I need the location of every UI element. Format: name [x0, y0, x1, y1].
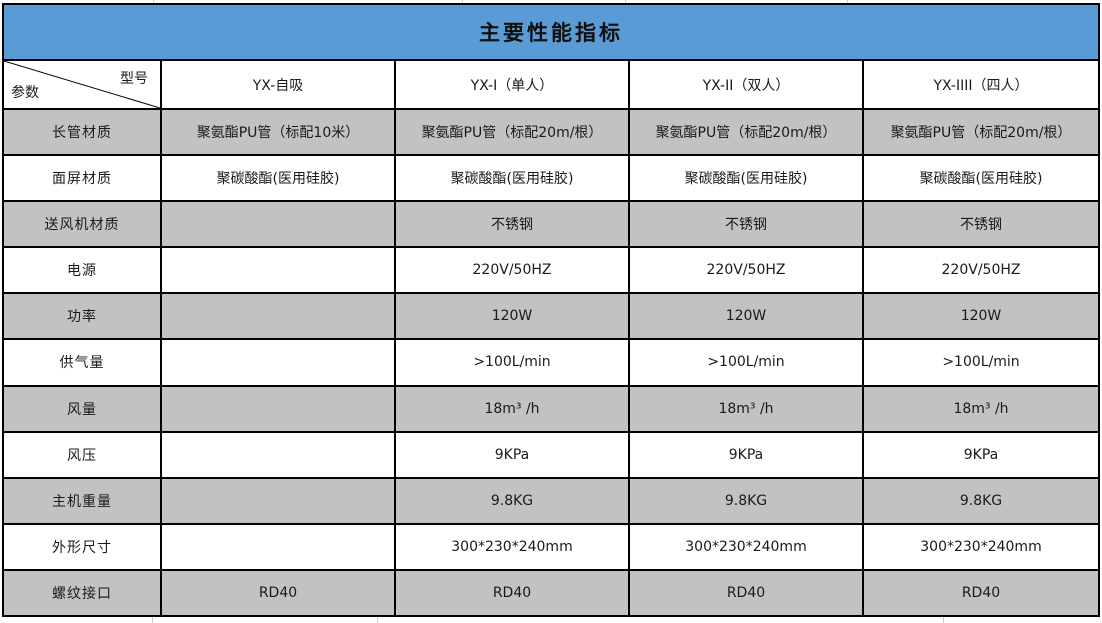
corner-model-label: 型号	[120, 71, 148, 87]
value-cell: 聚碳酸酯(医用硅胶)	[630, 156, 862, 201]
value-cell	[162, 248, 394, 293]
value-cell: 聚氨酯PU管（标配20m/根）	[630, 110, 862, 155]
value-cell: 不锈钢	[630, 202, 862, 247]
value-cell	[162, 524, 394, 569]
gridline-stub	[153, 0, 154, 3]
value-cell: 120W	[864, 294, 1098, 339]
value-cell: 9.8KG	[396, 478, 628, 523]
row-label: 风量	[4, 386, 160, 431]
value-cell: 300*230*240mm	[864, 524, 1098, 569]
value-cell: 聚碳酸酯(医用硅胶)	[396, 156, 628, 201]
value-cell: 300*230*240mm	[630, 524, 862, 569]
value-cell: 9.8KG	[864, 478, 1098, 523]
gridline-stub	[377, 617, 378, 623]
value-cell: >100L/min	[630, 340, 862, 385]
corner-param-label: 参数	[11, 85, 39, 101]
column-header-yx-2: YX-II（双人）	[630, 61, 862, 108]
value-cell: >100L/min	[396, 340, 628, 385]
gridline-stub	[152, 617, 153, 623]
value-cell	[162, 478, 394, 523]
value-cell: 220V/50HZ	[396, 248, 628, 293]
value-cell: 9KPa	[630, 432, 862, 477]
table-title: 主要性能指标	[4, 5, 1098, 61]
value-cell: 9.8KG	[630, 478, 862, 523]
diagonal-divider-line	[4, 61, 160, 108]
value-cell: 220V/50HZ	[630, 248, 862, 293]
value-cell: 9KPa	[864, 432, 1098, 477]
spec-table: 主要性能指标 参数 型号 YX-自吸 YX-I（单人） YX-II（双人） YX…	[2, 3, 1100, 617]
value-cell: 不锈钢	[396, 202, 628, 247]
value-cell	[162, 294, 394, 339]
gridline-stub	[847, 0, 848, 3]
value-cell: RD40	[396, 570, 628, 615]
value-cell: 聚氨酯PU管（标配20m/根）	[396, 110, 628, 155]
row-label: 外形尺寸	[4, 524, 160, 569]
value-cell: RD40	[864, 570, 1098, 615]
value-cell: 120W	[630, 294, 862, 339]
corner-header-cell: 参数 型号	[4, 61, 160, 108]
value-cell: RD40	[162, 570, 394, 615]
value-cell: 聚氨酯PU管（标配20m/根）	[864, 110, 1098, 155]
value-cell: 聚碳酸酯(医用硅胶)	[162, 156, 394, 201]
value-cell: 不锈钢	[864, 202, 1098, 247]
row-label: 螺纹接口	[4, 570, 160, 615]
value-cell: 聚碳酸酯(医用硅胶)	[864, 156, 1098, 201]
value-cell	[162, 340, 394, 385]
column-header-yx-zixi: YX-自吸	[162, 61, 394, 108]
gridline-stub	[943, 617, 944, 623]
value-cell: 220V/50HZ	[864, 248, 1098, 293]
value-cell: 聚氨酯PU管（标配10米）	[162, 110, 394, 155]
gridline-stub	[625, 0, 626, 3]
column-header-yx-1: YX-I（单人）	[396, 61, 628, 108]
row-label: 风压	[4, 432, 160, 477]
row-label: 长管材质	[4, 110, 160, 155]
value-cell: 18m³ /h	[630, 386, 862, 431]
value-cell: 120W	[396, 294, 628, 339]
row-label: 送风机材质	[4, 202, 160, 247]
column-header-yx-4: YX-IIII（四人）	[864, 61, 1098, 108]
spec-grid: 参数 型号 YX-自吸 YX-I（单人） YX-II（双人） YX-IIII（四…	[4, 61, 1098, 615]
row-label: 电源	[4, 248, 160, 293]
row-label: 功率	[4, 294, 160, 339]
value-cell	[162, 432, 394, 477]
row-label: 面屏材质	[4, 156, 160, 201]
value-cell: 18m³ /h	[864, 386, 1098, 431]
value-cell	[162, 202, 394, 247]
value-cell: 300*230*240mm	[396, 524, 628, 569]
row-label: 供气量	[4, 340, 160, 385]
value-cell: 9KPa	[396, 432, 628, 477]
value-cell: 18m³ /h	[396, 386, 628, 431]
value-cell	[162, 386, 394, 431]
value-cell: >100L/min	[864, 340, 1098, 385]
gridline-stub	[462, 0, 463, 3]
value-cell: RD40	[630, 570, 862, 615]
row-label: 主机重量	[4, 478, 160, 523]
